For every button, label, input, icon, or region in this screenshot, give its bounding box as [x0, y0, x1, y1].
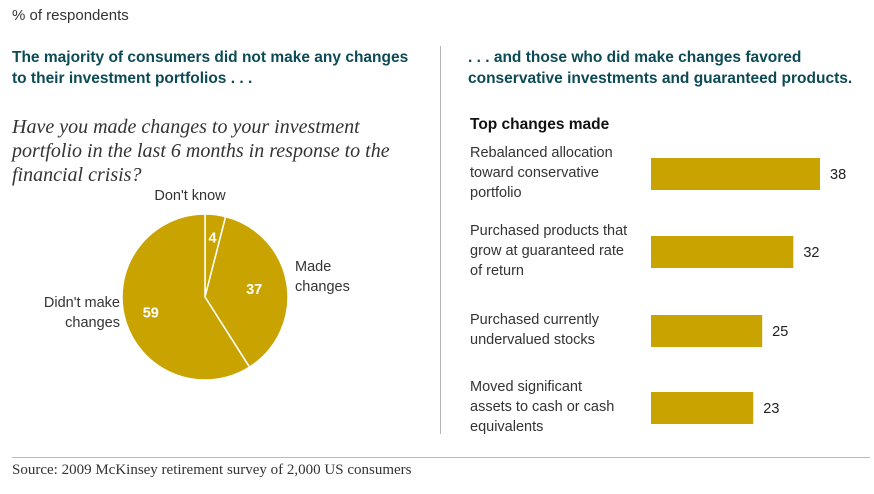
bar-value-4: 23: [763, 401, 779, 417]
bar-1: [651, 158, 820, 190]
left-heading: The majority of consumers did not make a…: [12, 49, 409, 87]
bottom-rule: [12, 457, 870, 458]
bar-category-label-1: Rebalanced allocation toward conservative…: [470, 145, 613, 201]
column-divider: [440, 46, 441, 434]
bar-3: [651, 315, 763, 347]
bar-value-2: 32: [803, 245, 819, 261]
pie-label-made-changes: Made changes: [295, 259, 350, 295]
pie-label-didn-t-make-changes: Didn't make changes: [44, 295, 120, 331]
unit-label: % of respondents: [12, 7, 129, 24]
pie-value-don-t-know: 4: [208, 231, 216, 247]
bar-category-label-2: Purchased products that grow at guarantee…: [470, 223, 628, 279]
pie-label-don-t-know: Don't know: [154, 188, 226, 204]
bar-category-label-4: Moved significant assets to cash or cash e…: [470, 379, 615, 435]
bar-chart-title: Top changes made: [470, 116, 610, 133]
pie-question: Have you made changes to your investment…: [12, 116, 390, 186]
bar-2: [651, 236, 794, 268]
source-note: Source: 2009 McKinsey retirement survey …: [12, 462, 412, 478]
pie-chart: 4 Don't know 37 Made changes 59 Didn't make cha…: [44, 188, 350, 381]
right-heading: . . . and those who did make changes fav…: [468, 49, 853, 87]
bar-4: [651, 392, 754, 424]
bar-value-3: 25: [772, 324, 788, 340]
bar-category-label-3: Purchased currently undervalued stocks: [470, 312, 599, 348]
pie-value-didn-t-make-changes: 59: [143, 306, 159, 322]
pie-slice-didn-t-make-changes: [121, 213, 251, 381]
bar-chart: 38 32 25 23: [651, 158, 846, 424]
bar-value-1: 38: [830, 167, 846, 183]
pie-value-made-changes: 37: [246, 282, 262, 298]
